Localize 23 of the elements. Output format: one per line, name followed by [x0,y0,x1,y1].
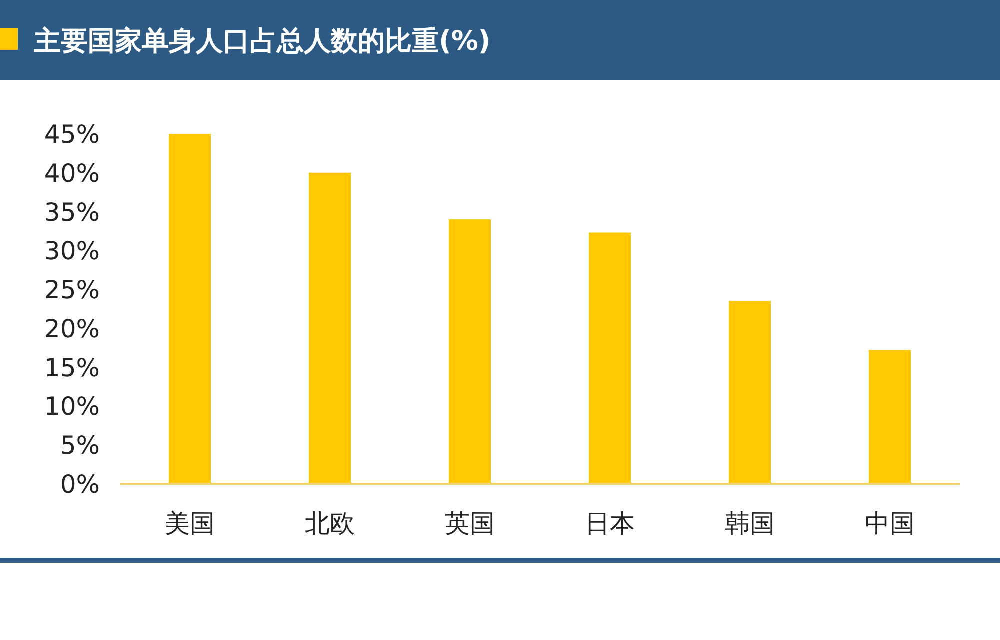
x-tick-label: 北欧 [305,509,355,538]
bar [589,232,631,484]
x-tick-label: 美国 [165,509,215,538]
y-tick-label: 45% [44,120,100,149]
y-tick-label: 30% [44,236,100,266]
x-tick-label: 韩国 [725,509,775,538]
y-tick-label: 5% [60,431,100,460]
bar [729,301,771,484]
bar [169,134,211,484]
y-tick-label: 0% [60,470,100,499]
bar [869,350,911,484]
y-tick-label: 15% [44,353,100,382]
chart-title: 主要国家单身人口占总人数的比重(%) [33,26,491,57]
x-tick-label: 中国 [865,509,915,538]
y-tick-label: 35% [44,198,100,227]
y-tick-label: 10% [44,392,100,422]
x-tick-label: 日本 [585,509,635,538]
y-tick-label: 25% [44,276,100,305]
y-tick-label: 20% [44,314,100,344]
bar [449,220,491,484]
x-tick-label: 英国 [445,509,495,538]
bar [309,172,351,484]
y-tick-label: 40% [44,158,100,188]
